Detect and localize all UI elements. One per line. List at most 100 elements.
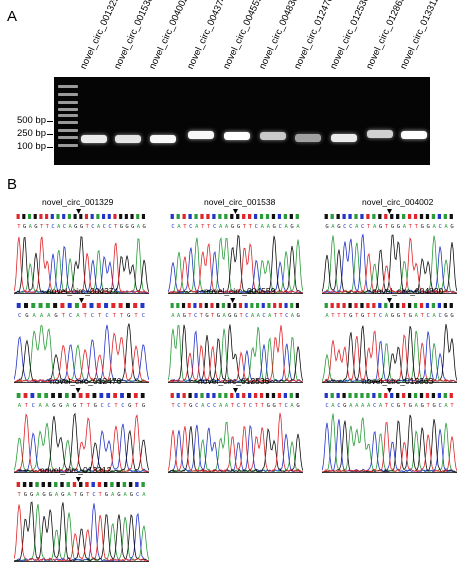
quality-bar [431,393,436,398]
base-letter: A [444,403,448,409]
quality-bar [89,303,94,308]
base-letter: A [268,313,272,319]
quality-bar [47,482,52,487]
base-letter: G [379,224,382,230]
quality-bar [200,214,204,219]
base-letter: A [291,313,295,319]
base-letter: T [74,492,78,498]
base-letter: G [427,224,430,230]
quality-bar [72,482,77,487]
quality-bar [221,303,225,308]
base-letter: G [105,492,108,498]
quality-bar [60,303,65,308]
quality-bar [336,393,340,398]
base-letter: G [74,224,77,230]
quality-bar [348,303,352,308]
quality-bar [295,214,299,219]
base-letter: T [367,313,371,319]
marker-label-100: 100 bp [16,141,46,152]
quality-bar [259,393,264,398]
base-letter: C [18,313,21,319]
quality-bar [425,393,430,398]
quality-bar [51,393,55,398]
chromatogram-title: novel_circ_004002 [362,197,434,207]
quality-bar [348,214,352,219]
quality-bar [277,393,282,398]
quality-bar [261,303,265,308]
base-letter: G [61,492,64,498]
quality-bar [78,393,83,398]
base-letter: A [361,403,365,409]
lane-label: novel_circ_012476 [292,0,336,72]
gel-band [115,135,141,144]
base-letter: C [194,313,197,319]
quality-bar [431,214,436,219]
base-letter: A [373,224,377,230]
quality-bar [133,303,138,308]
trace-g [322,414,457,473]
base-letter: C [343,224,346,230]
quality-bar [125,303,130,308]
base-letter: A [97,224,101,230]
base-letter: G [128,403,131,409]
base-letter: G [290,224,293,230]
quality-bar [372,393,376,398]
base-letter: T [201,224,205,230]
quality-bar [390,393,394,398]
base-letter: G [337,224,340,230]
base-letter: A [284,224,288,230]
quality-bar [283,214,288,219]
quality-bar [437,303,442,308]
gel-band [224,132,250,141]
quality-bar [354,393,358,398]
base-letter: T [113,313,117,319]
base-letter: G [189,403,192,409]
quality-bar [141,482,145,487]
quality-bar [273,303,277,308]
base-letter: A [57,224,61,230]
quality-bar [437,393,442,398]
base-letter: T [343,313,347,319]
quality-bar [295,303,300,308]
base-letter: C [285,313,288,319]
chromatogram-title: novel_circ_004559 [204,286,276,296]
chromatogram-title: novel_circ_012536 [198,376,270,386]
base-letter: C [255,224,258,230]
base-letter: A [124,492,128,498]
base-letter: A [195,224,199,230]
quality-bar [31,303,36,308]
junction-arrow-icon [76,209,82,214]
base-letter: C [69,313,72,319]
chromatogram-title: novel_circ_012476 [50,376,122,386]
marker-label-250: 250 bp [16,128,46,139]
quality-bar [354,214,358,219]
base-letter: A [433,224,437,230]
base-letter: G [59,403,62,409]
base-letter: T [86,224,90,230]
base-letter: C [142,313,145,319]
quality-bar [236,214,240,219]
gel-band [260,132,286,141]
quality-bar [176,214,180,219]
base-letter: G [30,492,33,498]
base-letter: A [177,313,181,319]
quality-bar [133,393,138,398]
junction-arrow-icon [387,209,392,214]
quality-bar [253,214,258,219]
quality-bar [348,393,352,398]
quality-bar [295,393,299,398]
quality-bar [413,303,418,308]
trace-c [168,247,303,294]
quality-bar [230,393,234,398]
quality-bar [449,303,453,308]
quality-bar [443,393,447,398]
base-letter: C [284,403,287,409]
quality-bar [372,303,376,308]
quality-bar [96,303,101,308]
quality-bar [242,393,246,398]
